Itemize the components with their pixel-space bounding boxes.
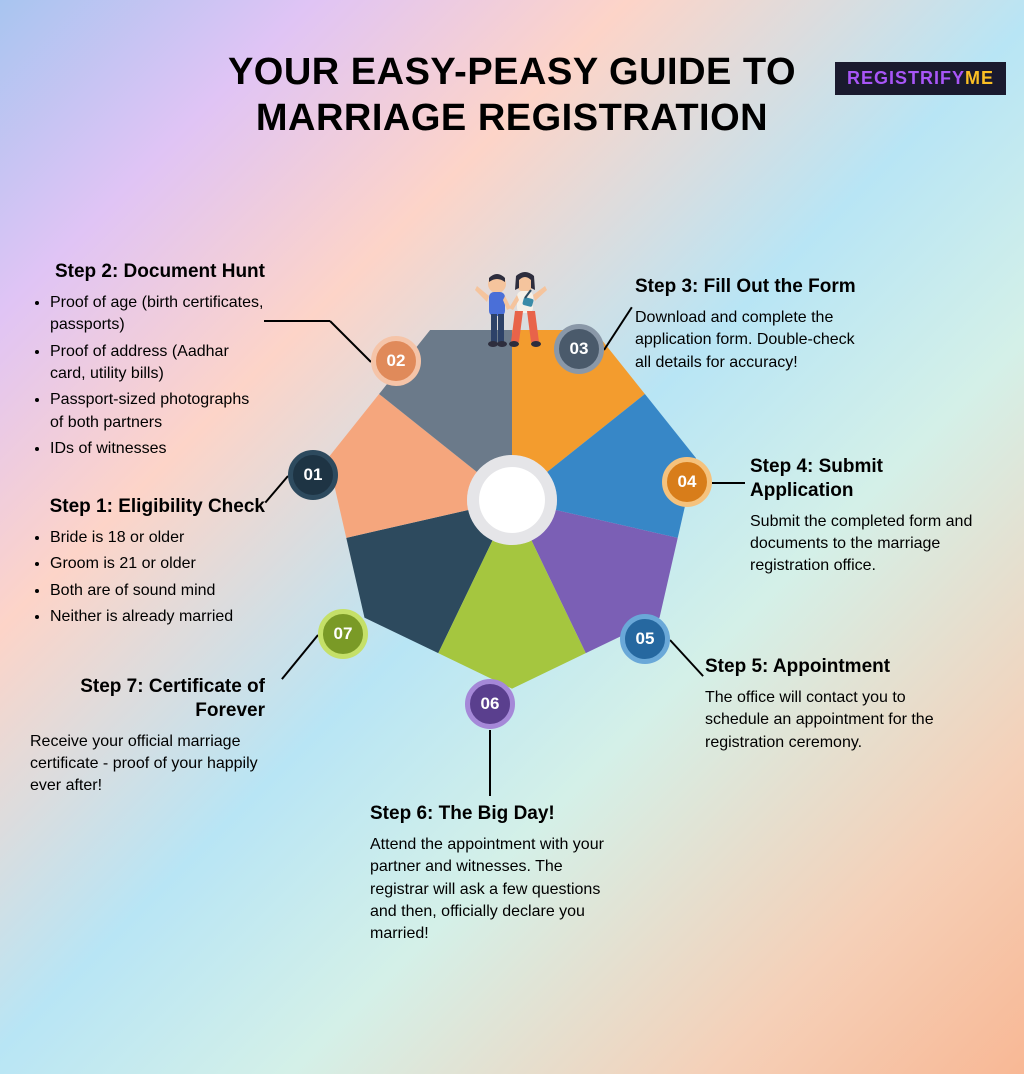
step-text-7: Step 7: Certificate of Forever Receive yo…: [30, 675, 265, 798]
step-title: Step 2: Document Hunt: [30, 260, 265, 284]
step-text-4: Step 4: Submit Application Submit the com…: [750, 455, 985, 578]
step-title: Step 6: The Big Day!: [370, 802, 605, 826]
step-title: Step 3: Fill Out the Form: [635, 275, 870, 299]
step-text-3: Step 3: Fill Out the Form Download and co…: [635, 275, 870, 374]
connector-line: [489, 730, 491, 796]
step-text-2: Step 2: Document Hunt Proof of age (birth…: [30, 260, 265, 464]
brand-logo: REGISTRIFYME: [835, 62, 1006, 95]
step-title: Step 1: Eligibility Check: [30, 495, 265, 519]
step-description: Bride is 18 or olderGroom is 21 or older…: [30, 527, 265, 629]
step-badge-01: 01: [288, 450, 338, 500]
step-text-1: Step 1: Eligibility Check Bride is 18 or …: [30, 495, 265, 632]
connector-line: [264, 320, 330, 322]
step-badge-04: 04: [662, 457, 712, 507]
step-badge-05: 05: [620, 614, 670, 664]
wheel-center: [467, 455, 557, 545]
step-description: Attend the appointment with your partner…: [370, 834, 605, 946]
logo-part2: ME: [965, 68, 994, 88]
step-title: Step 7: Certificate of Forever: [30, 675, 265, 723]
step-description: Download and complete the application fo…: [635, 307, 870, 374]
connector-line: [712, 482, 745, 484]
couple-illustration: [467, 268, 557, 363]
step-description: Proof of age (birth certificates, passpo…: [30, 292, 265, 461]
connector-line: [264, 475, 289, 503]
step-badge-07: 07: [318, 609, 368, 659]
connector-line: [281, 634, 319, 679]
step-description: Receive your official marriage certifica…: [30, 731, 265, 798]
step-text-6: Step 6: The Big Day! Attend the appointme…: [370, 802, 605, 946]
step-title: Step 5: Appointment: [705, 655, 940, 679]
step-description: The office will contact you to schedule …: [705, 687, 940, 754]
step-title: Step 4: Submit Application: [750, 455, 985, 503]
step-badge-03: 03: [554, 324, 604, 374]
logo-part1: REGISTRIFY: [847, 68, 965, 88]
step-badge-02: 02: [371, 336, 421, 386]
step-text-5: Step 5: Appointment The office will conta…: [705, 655, 940, 754]
step-description: Submit the completed form and documents …: [750, 511, 985, 578]
step-badge-06: 06: [465, 679, 515, 729]
